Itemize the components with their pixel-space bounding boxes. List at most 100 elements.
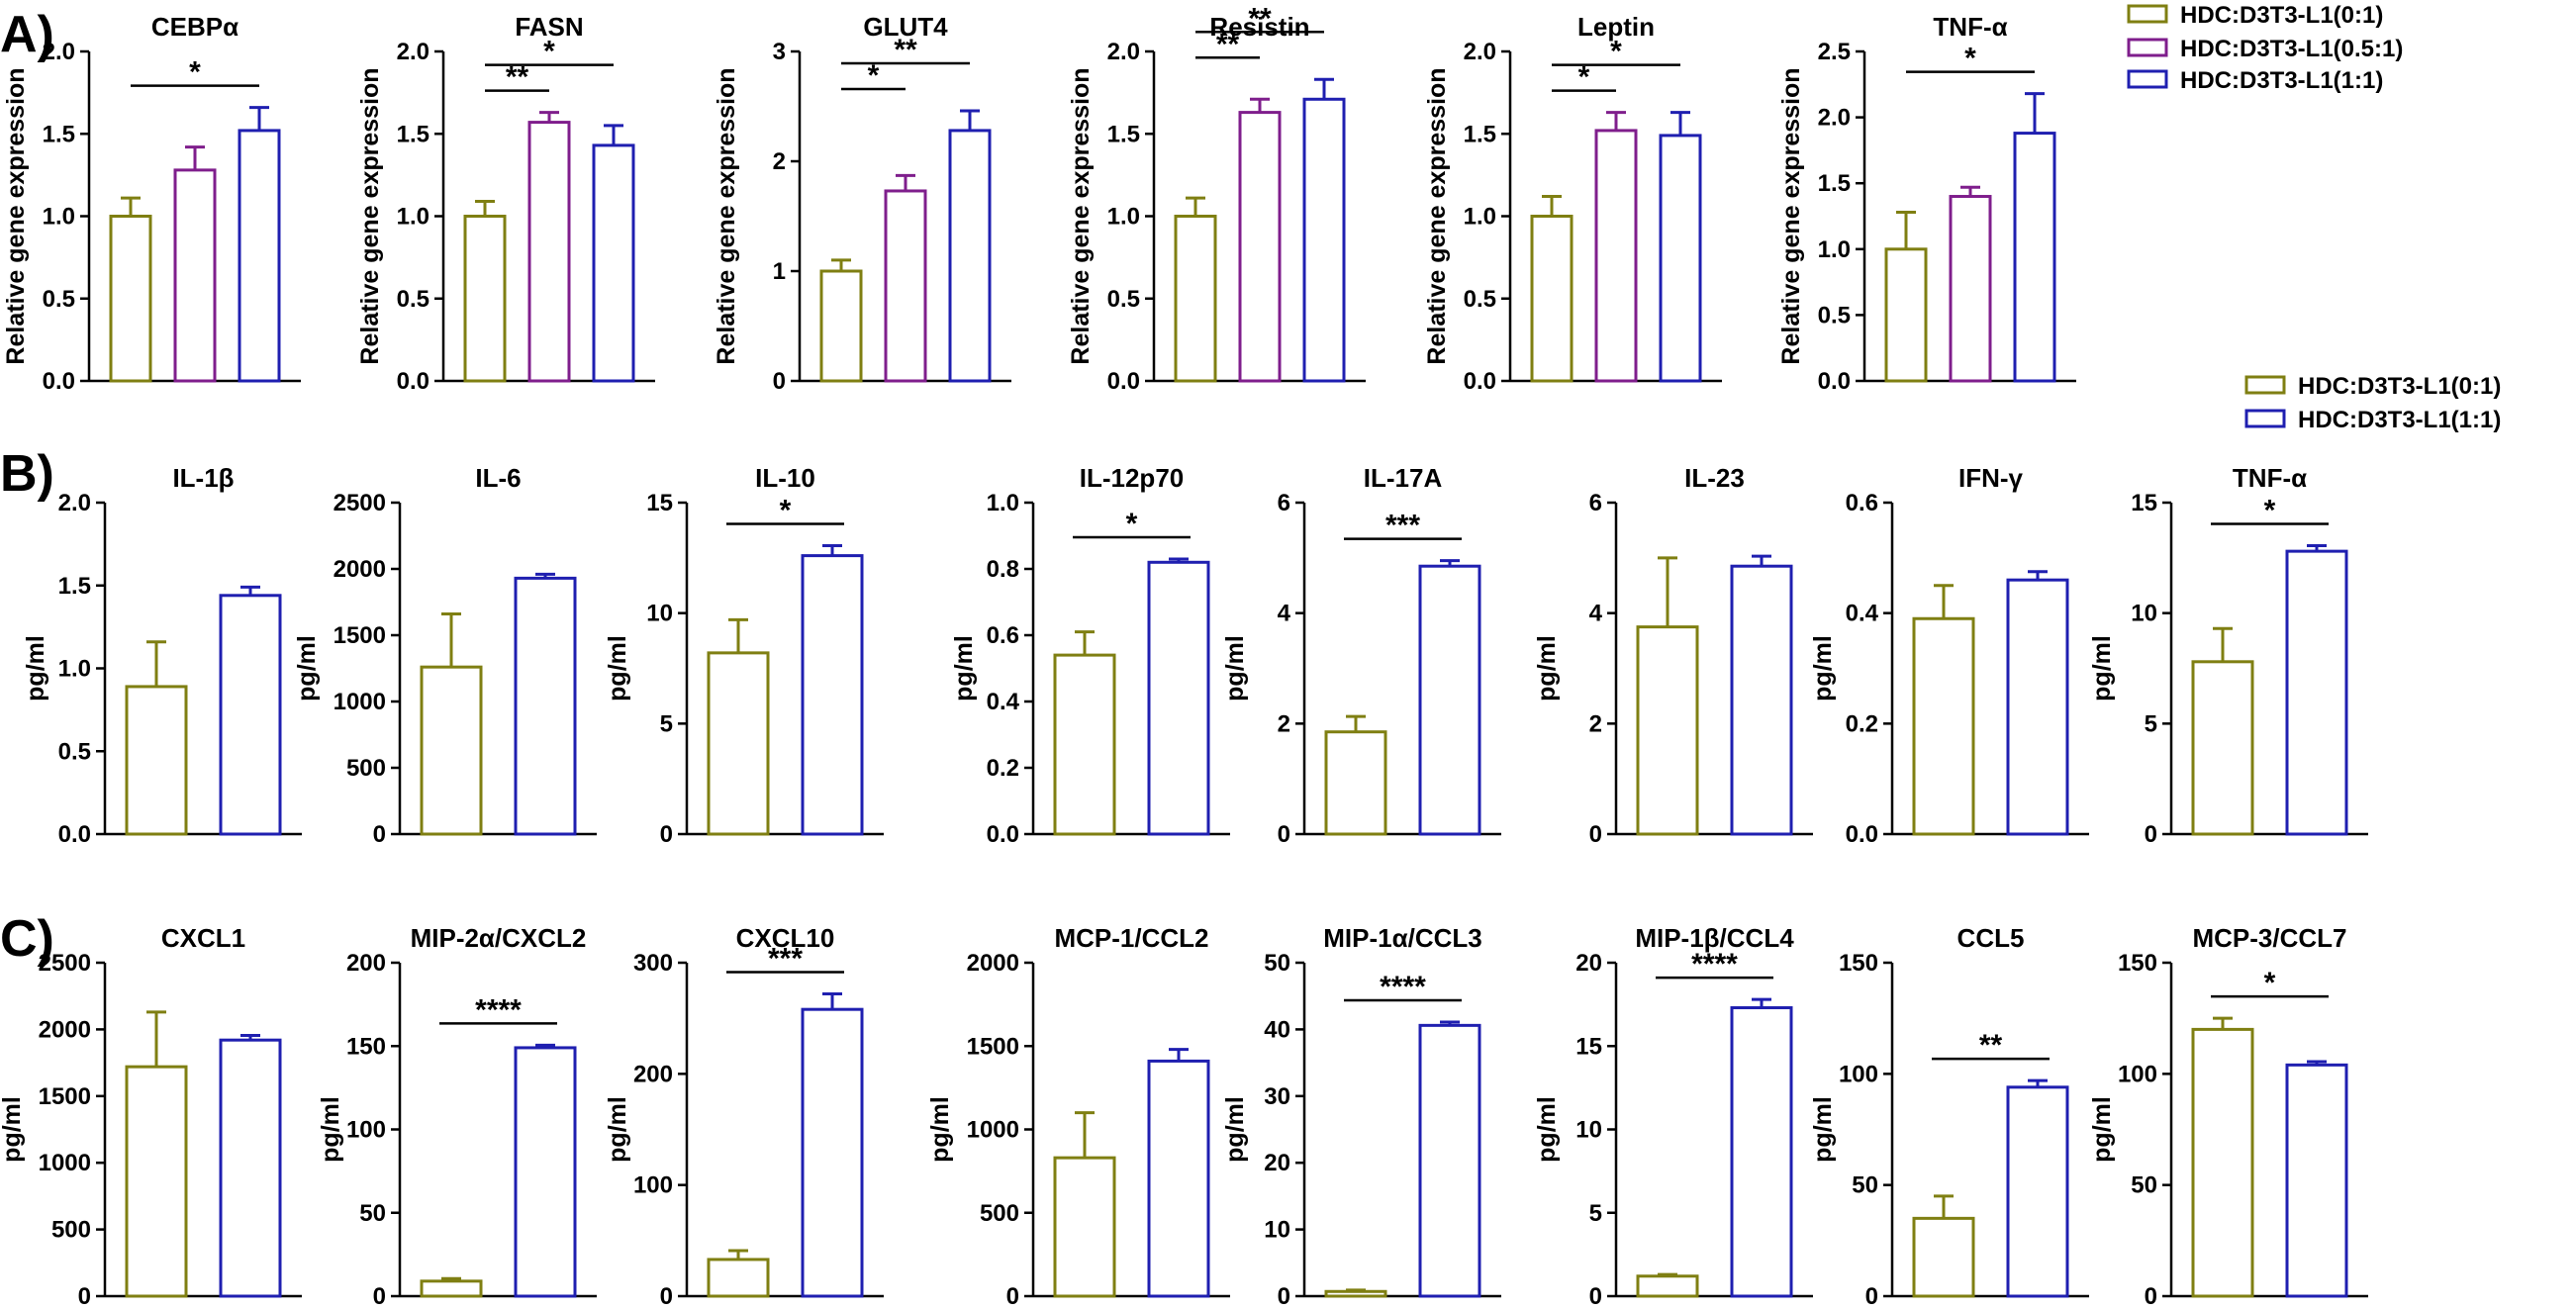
chart-a4-title: Resistin: [1209, 12, 1309, 42]
chart-b3: IL-10 0 5 10 15 pg/ml *: [604, 463, 884, 848]
panel-label-a: A): [0, 6, 54, 63]
chart-b7-ytick-label-1: 0.2: [1846, 710, 1878, 737]
chart-b4: IL-12p70 0.0 0.2 0.4 0.6 0.8 1.0 pg/ml *: [950, 463, 1230, 848]
chart-b2-ytick-label-2: 1000: [334, 689, 386, 715]
chart-b6-title: IL-23: [1684, 463, 1745, 493]
chart-a6-ytick-label-0: 0.0: [1818, 368, 1851, 395]
chart-c8-ytick-label-0: 0: [2145, 1283, 2157, 1310]
chart-b8-sig-label-0: *: [2264, 495, 2276, 527]
chart-c5-ytick-label-5: 50: [1264, 950, 1290, 977]
legend-b: HDC:D3T3-L1(0:1) HDC:D3T3-L1(1:1): [2244, 373, 2501, 433]
chart-c6-ytick-label-2: 10: [1575, 1117, 1602, 1144]
chart-a2-ytick-label-3: 1.5: [397, 121, 429, 147]
chart-a3-ytick-label-3: 3: [773, 39, 786, 65]
chart-c5-ytick-label-3: 30: [1264, 1083, 1290, 1110]
chart-a5-ytick-label-4: 2.0: [1464, 39, 1496, 65]
chart-a4-ylabel: Relative gene expression: [1067, 67, 1095, 364]
chart-a5-ytick-label-2: 1.0: [1464, 204, 1496, 231]
chart-b5-bar-0: [1324, 730, 1387, 836]
chart-a1-bar-1: [173, 168, 217, 383]
chart-c6-sig-label-0: ****: [1691, 948, 1738, 981]
chart-c3-bar-0: [707, 1258, 770, 1298]
chart-a5-ytick-label-1: 0.5: [1464, 286, 1496, 313]
chart-b4-ytick-label-0: 0.0: [987, 821, 1019, 848]
chart-a4-ytick-label-4: 2.0: [1107, 39, 1140, 65]
chart-b8-ytick-label-1: 5: [2145, 710, 2157, 737]
chart-c4-ytick-label-4: 2000: [967, 950, 1019, 977]
chart-c1-ytick-label-5: 2500: [39, 950, 91, 977]
chart-c8-bar-1: [2285, 1063, 2348, 1298]
chart-b8: TNF-α 0 5 10 15 pg/ml *: [2088, 463, 2368, 848]
chart-a3-bar-0: [819, 269, 863, 383]
chart-c3-bar-1: [801, 1007, 864, 1298]
chart-c2-ytick-label-3: 150: [346, 1033, 386, 1060]
chart-c6-ytick-label-1: 5: [1589, 1200, 1602, 1227]
chart-c5-ytick-label-4: 40: [1264, 1016, 1290, 1043]
chart-a6-ytick-label-3: 1.5: [1818, 170, 1851, 197]
chart-a2-ytick-label-2: 1.0: [397, 204, 429, 231]
chart-b3-ytick-label-2: 10: [646, 601, 673, 627]
chart-a4-ytick-label-2: 1.0: [1107, 204, 1140, 231]
chart-c1-ytick-label-1: 500: [51, 1217, 91, 1244]
chart-b4-ytick-label-4: 0.8: [987, 556, 1019, 583]
legend-b-swatch-0: [2244, 375, 2286, 395]
chart-c2-ytick-label-0: 0: [373, 1283, 386, 1310]
chart-a1-sig-label-0: *: [189, 56, 201, 89]
chart-c1-ylabel: pg/ml: [0, 1096, 26, 1163]
legend-a-label-2: HDC:D3T3-L1(1:1): [2180, 67, 2383, 94]
chart-a1-ytick-label-2: 1.0: [43, 204, 75, 231]
chart-c7-ytick-label-0: 0: [1865, 1283, 1878, 1310]
chart-a3-sig-label-1: **: [894, 34, 917, 66]
chart-c1-title: CXCL1: [161, 923, 245, 953]
chart-a5-bar-1: [1594, 129, 1638, 383]
chart-c7-bar-0: [1912, 1216, 1975, 1298]
chart-a4-ytick-label-3: 1.5: [1107, 121, 1140, 147]
chart-c1-ytick-label-3: 1500: [39, 1083, 91, 1110]
chart-c6-bar-0: [1636, 1274, 1699, 1298]
chart-b2-ytick-label-4: 2000: [334, 556, 386, 583]
chart-b3-title: IL-10: [755, 463, 815, 493]
chart-a6-ytick-label-2: 1.0: [1818, 236, 1851, 263]
chart-a4-bar-0: [1174, 215, 1217, 383]
chart-c7-ytick-label-3: 150: [1839, 950, 1878, 977]
chart-c5-ylabel: pg/ml: [1221, 1096, 1249, 1163]
chart-b1-bar-0: [125, 685, 188, 836]
chart-c3-ytick-label-3: 300: [633, 950, 673, 977]
chart-b2-ytick-label-5: 2500: [334, 490, 386, 516]
chart-c5-bar-0: [1324, 1289, 1387, 1298]
chart-b5-title: IL-17A: [1364, 463, 1443, 493]
chart-b6-bar-1: [1730, 564, 1793, 836]
chart-c5-bar-1: [1418, 1023, 1481, 1298]
chart-b3-ylabel: pg/ml: [604, 635, 631, 702]
chart-a4-bar-1: [1238, 111, 1282, 383]
chart-a6: TNF-α 0.0 0.5 1.0 1.5 2.0 2.5 Relative gene exp…: [1777, 12, 2076, 395]
chart-b3-ytick-label-3: 15: [646, 490, 673, 516]
chart-c7-bar-1: [2006, 1085, 2069, 1298]
chart-c7-ylabel: pg/ml: [1809, 1096, 1837, 1163]
chart-a6-ylabel: Relative gene expression: [1777, 67, 1805, 364]
legend-b-label-0: HDC:D3T3-L1(0:1): [2298, 373, 2501, 400]
chart-a5-ylabel: Relative gene expression: [1423, 67, 1451, 364]
chart-c8: MCP-3/CCL7 0 50 100 150 pg/ml *: [2088, 923, 2368, 1310]
chart-a3-bar-2: [948, 129, 992, 383]
chart-c6-ytick-label-4: 20: [1575, 950, 1602, 977]
chart-c4-ylabel: pg/ml: [926, 1096, 954, 1163]
chart-c2-sig-label-0: ****: [475, 993, 522, 1026]
chart-b7-title: IFN-γ: [1958, 463, 2024, 493]
chart-b2-ytick-label-1: 500: [346, 755, 386, 782]
chart-a5-ytick-label-3: 1.5: [1464, 121, 1496, 147]
chart-c2-bar-0: [420, 1279, 483, 1298]
chart-c5: MIP-1α/CCL3 0 10 20 30 40 50 pg/ml ****: [1221, 923, 1501, 1310]
chart-b4-ytick-label-2: 0.4: [987, 689, 1020, 715]
chart-a5: Leptin 0.0 0.5 1.0 1.5 2.0 Relative gene expre…: [1423, 12, 1722, 395]
chart-c3-ytick-label-0: 0: [660, 1283, 673, 1310]
chart-a4-sig-label-1: **: [1248, 2, 1272, 35]
chart-b3-bar-1: [801, 554, 864, 836]
chart-a5-bar-0: [1530, 215, 1574, 383]
chart-a4-bar-2: [1302, 97, 1346, 383]
chart-b1-title: IL-1β: [172, 463, 234, 493]
chart-b5: IL-17A 0 2 4 6 pg/ml ***: [1221, 463, 1501, 848]
chart-a4: Resistin 0.0 0.5 1.0 1.5 2.0 Relative gene exp…: [1067, 2, 1366, 395]
chart-b6-ytick-label-1: 2: [1589, 710, 1602, 737]
